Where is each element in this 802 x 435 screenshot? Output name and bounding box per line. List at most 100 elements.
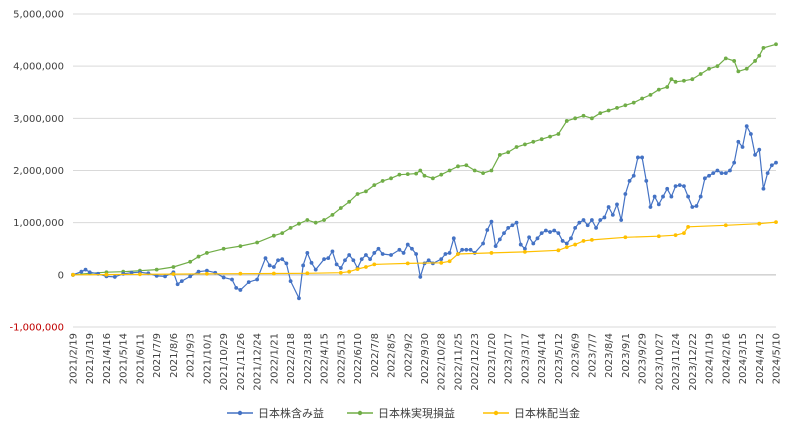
legend-swatch-marker xyxy=(357,410,363,416)
data-point xyxy=(443,252,448,256)
data-point xyxy=(506,225,511,230)
data-point xyxy=(698,194,703,199)
x-tick-label: 2022/9/2 xyxy=(403,333,414,378)
data-point xyxy=(765,171,770,176)
data-point xyxy=(627,179,632,183)
gridlines xyxy=(73,13,776,328)
data-point xyxy=(405,172,410,177)
data-point xyxy=(196,269,201,274)
data-point xyxy=(573,116,578,121)
series-line xyxy=(72,221,777,276)
data-point xyxy=(389,253,393,257)
y-tick-label: 0 xyxy=(58,270,64,281)
x-tick-label: 2022/8/5 xyxy=(387,333,398,378)
data-point xyxy=(736,139,741,144)
data-point xyxy=(753,59,757,63)
data-point xyxy=(405,261,410,266)
data-point xyxy=(510,223,515,228)
x-tick-label: 2021/12/24 xyxy=(253,333,264,391)
data-point xyxy=(263,256,268,261)
data-point xyxy=(313,267,318,272)
y-axis: -1,000,000 0 1,000,000 2,000,000 3,000,000 4,… xyxy=(9,10,64,334)
data-point xyxy=(271,265,276,269)
data-point xyxy=(548,230,552,234)
data-point xyxy=(589,218,594,222)
data-point xyxy=(535,236,540,241)
data-point xyxy=(531,241,536,246)
y-tick-label: 3,000,000 xyxy=(13,114,64,125)
data-point xyxy=(489,219,494,224)
data-point xyxy=(661,194,665,199)
data-point xyxy=(288,279,293,283)
data-point xyxy=(694,204,699,208)
data-point xyxy=(543,228,548,233)
data-point xyxy=(456,164,460,169)
x-tick-label: 2021/8/6 xyxy=(169,333,180,378)
data-point xyxy=(460,247,465,252)
data-point xyxy=(451,236,456,241)
data-point xyxy=(682,184,686,189)
data-point xyxy=(205,268,209,273)
data-point xyxy=(698,72,703,76)
data-point xyxy=(171,272,176,276)
data-point xyxy=(205,271,209,276)
data-point xyxy=(757,221,762,226)
data-point xyxy=(740,145,745,149)
data-point xyxy=(497,152,502,157)
data-point xyxy=(715,64,720,69)
data-point xyxy=(447,251,452,255)
legend-item: 日本株配当金 xyxy=(483,406,580,420)
data-point xyxy=(748,132,753,136)
data-point xyxy=(163,274,167,279)
x-tick-label: 2022/11/25 xyxy=(453,333,464,391)
data-point xyxy=(389,176,393,181)
data-point xyxy=(761,186,766,191)
y-tick-label: 5,000,000 xyxy=(13,10,64,21)
data-point xyxy=(280,231,285,236)
data-point xyxy=(330,212,335,217)
data-point xyxy=(154,267,159,272)
data-point xyxy=(732,59,737,63)
data-point xyxy=(196,254,201,259)
series-layer xyxy=(71,42,778,301)
x-tick-label: 2021/10/1 xyxy=(202,333,213,384)
data-point xyxy=(71,272,75,277)
y-tick-label: 2,000,000 xyxy=(13,166,64,177)
data-point xyxy=(430,176,435,181)
data-point xyxy=(564,241,569,246)
data-point xyxy=(221,275,226,280)
data-point xyxy=(355,192,360,196)
data-point xyxy=(711,171,716,176)
data-point xyxy=(686,224,691,229)
data-point xyxy=(761,46,766,50)
data-point xyxy=(594,225,598,230)
data-point xyxy=(481,171,485,176)
data-point xyxy=(518,242,523,247)
data-point xyxy=(774,220,778,225)
data-point xyxy=(330,249,335,254)
x-tick-label: 2021/11/26 xyxy=(236,333,247,391)
data-point xyxy=(372,251,377,255)
data-point xyxy=(221,246,226,251)
data-point xyxy=(589,116,594,121)
data-point xyxy=(673,233,678,238)
data-point xyxy=(472,168,477,173)
data-point xyxy=(309,260,314,265)
data-point xyxy=(757,53,762,58)
data-point xyxy=(326,256,331,261)
data-point xyxy=(376,246,381,251)
x-tick-label: 2021/6/11 xyxy=(135,333,146,384)
legend-swatch-marker xyxy=(237,410,243,416)
data-point xyxy=(397,172,402,177)
data-point xyxy=(347,199,352,204)
data-point xyxy=(313,220,318,225)
x-tick-label: 2021/5/14 xyxy=(119,333,130,384)
data-point xyxy=(656,87,661,92)
data-point xyxy=(682,78,686,83)
x-tick-label: 2023/5/12 xyxy=(554,333,565,384)
data-point xyxy=(581,218,586,222)
data-point xyxy=(255,240,260,245)
x-tick-label: 2021/2/19 xyxy=(69,333,80,384)
